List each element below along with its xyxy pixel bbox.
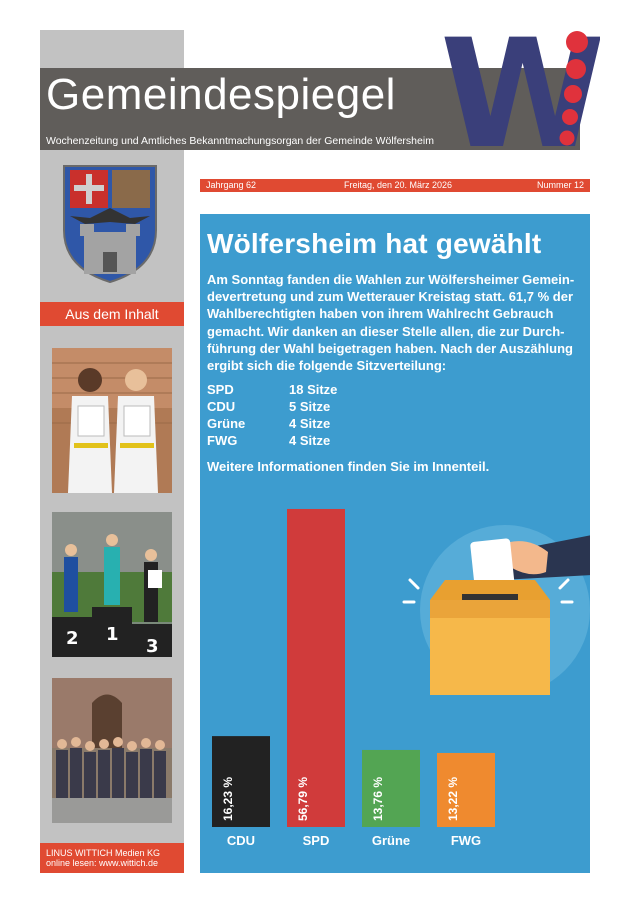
podium-runners-photo: 2 1 3 — [52, 512, 172, 657]
seat-party: SPD — [207, 382, 234, 397]
wolfersheim-logo-icon: W — [440, 18, 600, 158]
seat-party: FWG — [207, 433, 238, 448]
issue-jahrgang: Jahrgang 62 — [206, 180, 257, 190]
masthead-title: Gemeindespiegel — [46, 70, 396, 119]
bar-spd — [287, 508, 345, 827]
category-label: CDU — [227, 833, 255, 848]
more-info-note: Weitere Informationen finden Sie im Inne… — [207, 459, 490, 474]
publisher-name: LINUS WITTICH Medien KG — [46, 848, 161, 858]
masthead-band — [40, 68, 580, 150]
issue-number: Nummer 12 — [536, 180, 584, 190]
ballot-box-illustration-icon — [402, 525, 590, 695]
seat-party: CDU — [207, 399, 236, 414]
issue-info-bar: Jahrgang 62 Freitag, den 20. März 2026 N… — [200, 179, 590, 192]
bar-value-label: 56,79 % — [296, 777, 310, 821]
bar-value-label: 13,22 % — [446, 777, 460, 821]
election-result-chart: 16,23 % CDU 56,79 % SPD 13,76 % Grüne 13,22 % F… — [212, 508, 590, 848]
bar-value-label: 13,76 % — [371, 777, 385, 821]
category-label: FWG — [451, 833, 481, 848]
issue-date: Freitag, den 20. März 2026 — [344, 180, 453, 190]
bar-value-label: 16,23 % — [221, 777, 235, 821]
bar-cdu — [212, 736, 270, 827]
bar-grne — [362, 749, 420, 827]
category-label: Grüne — [372, 833, 410, 848]
bar-fwg — [437, 752, 495, 827]
article-body: Am Sonntag fanden die Wahlen zur Wölfers… — [207, 272, 575, 374]
svg-text:3: 3 — [146, 636, 159, 657]
group-photo — [52, 678, 172, 823]
seat-value: 4 Sitze — [289, 433, 331, 448]
contents-label: Aus dem Inhalt — [40, 302, 184, 326]
article-headline: Wölfersheim hat gewählt — [207, 228, 542, 259]
judo-children-photo — [52, 348, 172, 493]
publisher-url[interactable]: online lesen: www.wittich.de — [46, 858, 159, 868]
category-label: SPD — [303, 833, 330, 848]
coat-of-arms-icon — [63, 165, 157, 284]
seat-value: 5 Sitze — [289, 399, 331, 414]
svg-text:1: 1 — [106, 624, 119, 645]
publisher-footer: LINUS WITTICH Medien KG online lesen: ww… — [40, 843, 184, 873]
seat-party: Grüne — [207, 416, 246, 431]
masthead-subtitle: Wochenzeitung und Amtliches Bekanntmachu… — [46, 135, 434, 147]
seat-value: 4 Sitze — [289, 416, 331, 431]
seat-value: 18 Sitze — [289, 382, 338, 397]
svg-text:2: 2 — [66, 628, 79, 649]
